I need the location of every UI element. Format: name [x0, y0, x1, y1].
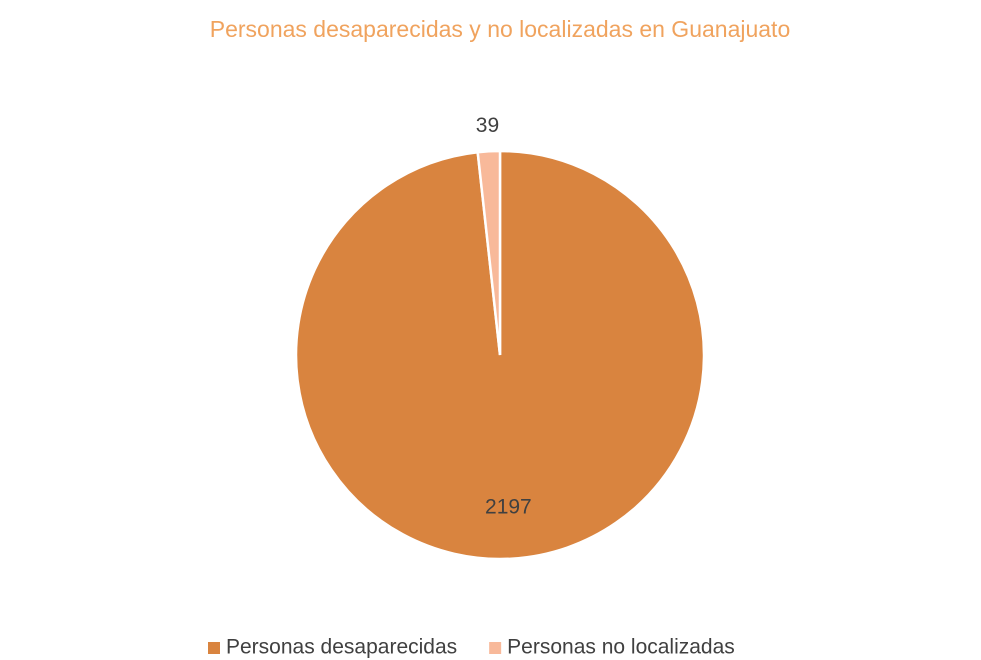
- legend-swatch: [208, 642, 220, 654]
- data-label: 2197: [485, 495, 532, 518]
- pie-slice: [476, 149, 502, 356]
- legend-swatch: [489, 642, 502, 654]
- data-label: 39: [476, 114, 499, 137]
- legend-label: Personas no localizadas: [507, 636, 735, 659]
- legend-label: Personas desaparecidas: [226, 636, 457, 659]
- chart-title: Personas desaparecidas y no localizadas …: [209, 16, 791, 42]
